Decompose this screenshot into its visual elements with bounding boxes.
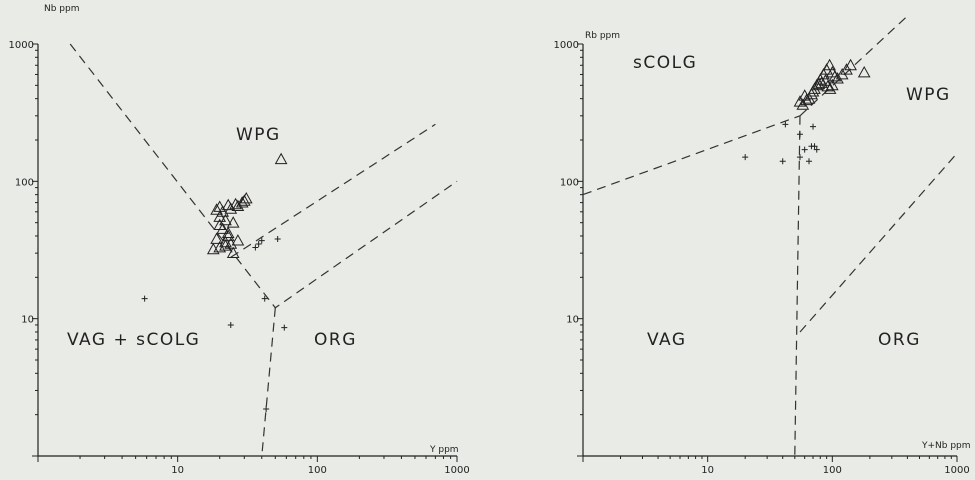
- data-point-triangle: [213, 240, 227, 253]
- data-point-plus: [261, 295, 268, 302]
- field-boundary: [230, 123, 436, 258]
- data-point-triangle: [219, 239, 232, 251]
- y-axis-label: Nb ppm: [44, 4, 80, 14]
- x-tick-label: 10: [171, 465, 184, 476]
- data-point-triangle: [274, 152, 288, 165]
- y-tick-label: 100: [15, 177, 34, 188]
- field-label-vag-scolg: VAG + sCOLG: [67, 330, 200, 350]
- x-axis-label: Y+Nb ppm: [921, 441, 971, 451]
- x-tick-label: 100: [823, 465, 842, 476]
- data-point-plus: [801, 146, 808, 153]
- data-point-triangle: [840, 63, 853, 75]
- data-point-triangle: [828, 69, 842, 82]
- data-point-triangle: [237, 194, 251, 206]
- y-tick-label: 10: [566, 315, 579, 326]
- data-point-triangle: [821, 79, 835, 92]
- data-point-triangle: [219, 213, 232, 226]
- data-point-triangle: [221, 226, 235, 238]
- y-tick-label: 100: [560, 177, 579, 188]
- x-tick-label: 1000: [444, 465, 469, 476]
- field-boundary: [261, 307, 276, 457]
- data-point-plus: [281, 324, 288, 331]
- data-point-plus: [811, 143, 818, 150]
- data-point-triangle: [213, 218, 227, 230]
- chart-rb-vs-ynb: 10 100 1000 10 100 1000 Rb ppm Y+Nb ppm sCOLG…: [554, 15, 971, 476]
- data-point-triangle: [226, 246, 240, 258]
- data-point-triangle: [213, 210, 227, 222]
- field-label-wpg: WPG: [236, 125, 281, 145]
- data-point-triangle: [231, 234, 245, 246]
- field-boundary: [799, 15, 908, 117]
- data-point-plus: [796, 154, 803, 161]
- data-point-plus: [263, 405, 270, 412]
- data-point-triangle: [844, 58, 857, 71]
- data-point-triangle: [221, 229, 235, 241]
- data-point-triangle: [823, 58, 836, 71]
- x-axis-label: Y ppm: [429, 445, 459, 455]
- y-tick-label: 1000: [554, 40, 579, 51]
- x-tick-label: 10: [701, 465, 714, 476]
- y-axis-label: Rb ppm: [585, 31, 620, 41]
- y-tick-label: 10: [21, 315, 34, 326]
- field-label-wpg: WPG: [906, 85, 951, 105]
- data-point-plus: [779, 158, 786, 165]
- field-boundary: [69, 43, 458, 309]
- data-point-plus: [255, 240, 262, 247]
- data-point-plus: [274, 236, 281, 243]
- chart-nb-vs-y: 10 100 1000 10 100 1000 Nb ppm Y ppm WPG VAG …: [9, 4, 470, 476]
- x-tick-label: 1000: [944, 465, 969, 476]
- data-point-triangle: [219, 235, 232, 248]
- data-point-plus: [796, 131, 803, 138]
- field-boundary: [799, 152, 958, 333]
- field-label-org: ORG: [878, 330, 921, 350]
- data-point-plus: [252, 244, 259, 251]
- y-tick-label: 1000: [9, 40, 34, 51]
- data-point-plus: [227, 321, 234, 328]
- field-boundary: [794, 115, 801, 457]
- field-boundary: [582, 115, 801, 196]
- data-point-plus: [806, 158, 813, 165]
- data-point-triangle: [216, 222, 230, 234]
- data-point-triangle: [831, 72, 844, 84]
- data-point-triangle: [235, 196, 249, 208]
- field-label-vag: VAG: [647, 330, 687, 350]
- data-point-plus: [258, 237, 265, 244]
- data-point-triangle: [825, 78, 839, 91]
- data-point-plus: [813, 146, 820, 153]
- data-point-triangle: [800, 93, 813, 106]
- x-tick-label: 100: [308, 465, 327, 476]
- data-point-triangle: [812, 77, 826, 90]
- data-point-plus: [141, 295, 148, 302]
- field-label-org: ORG: [314, 330, 357, 350]
- data-point-triangle: [857, 65, 871, 78]
- data-point-triangle: [210, 232, 223, 244]
- data-point-triangle: [210, 203, 223, 215]
- data-point-plus: [810, 123, 817, 130]
- data-point-triangle: [239, 191, 253, 204]
- field-label-scolg: sCOLG: [633, 53, 697, 73]
- data-point-triangle: [815, 76, 828, 88]
- data-point-plus: [782, 121, 789, 128]
- data-point-triangle: [226, 216, 240, 228]
- data-point-plus: [742, 154, 749, 161]
